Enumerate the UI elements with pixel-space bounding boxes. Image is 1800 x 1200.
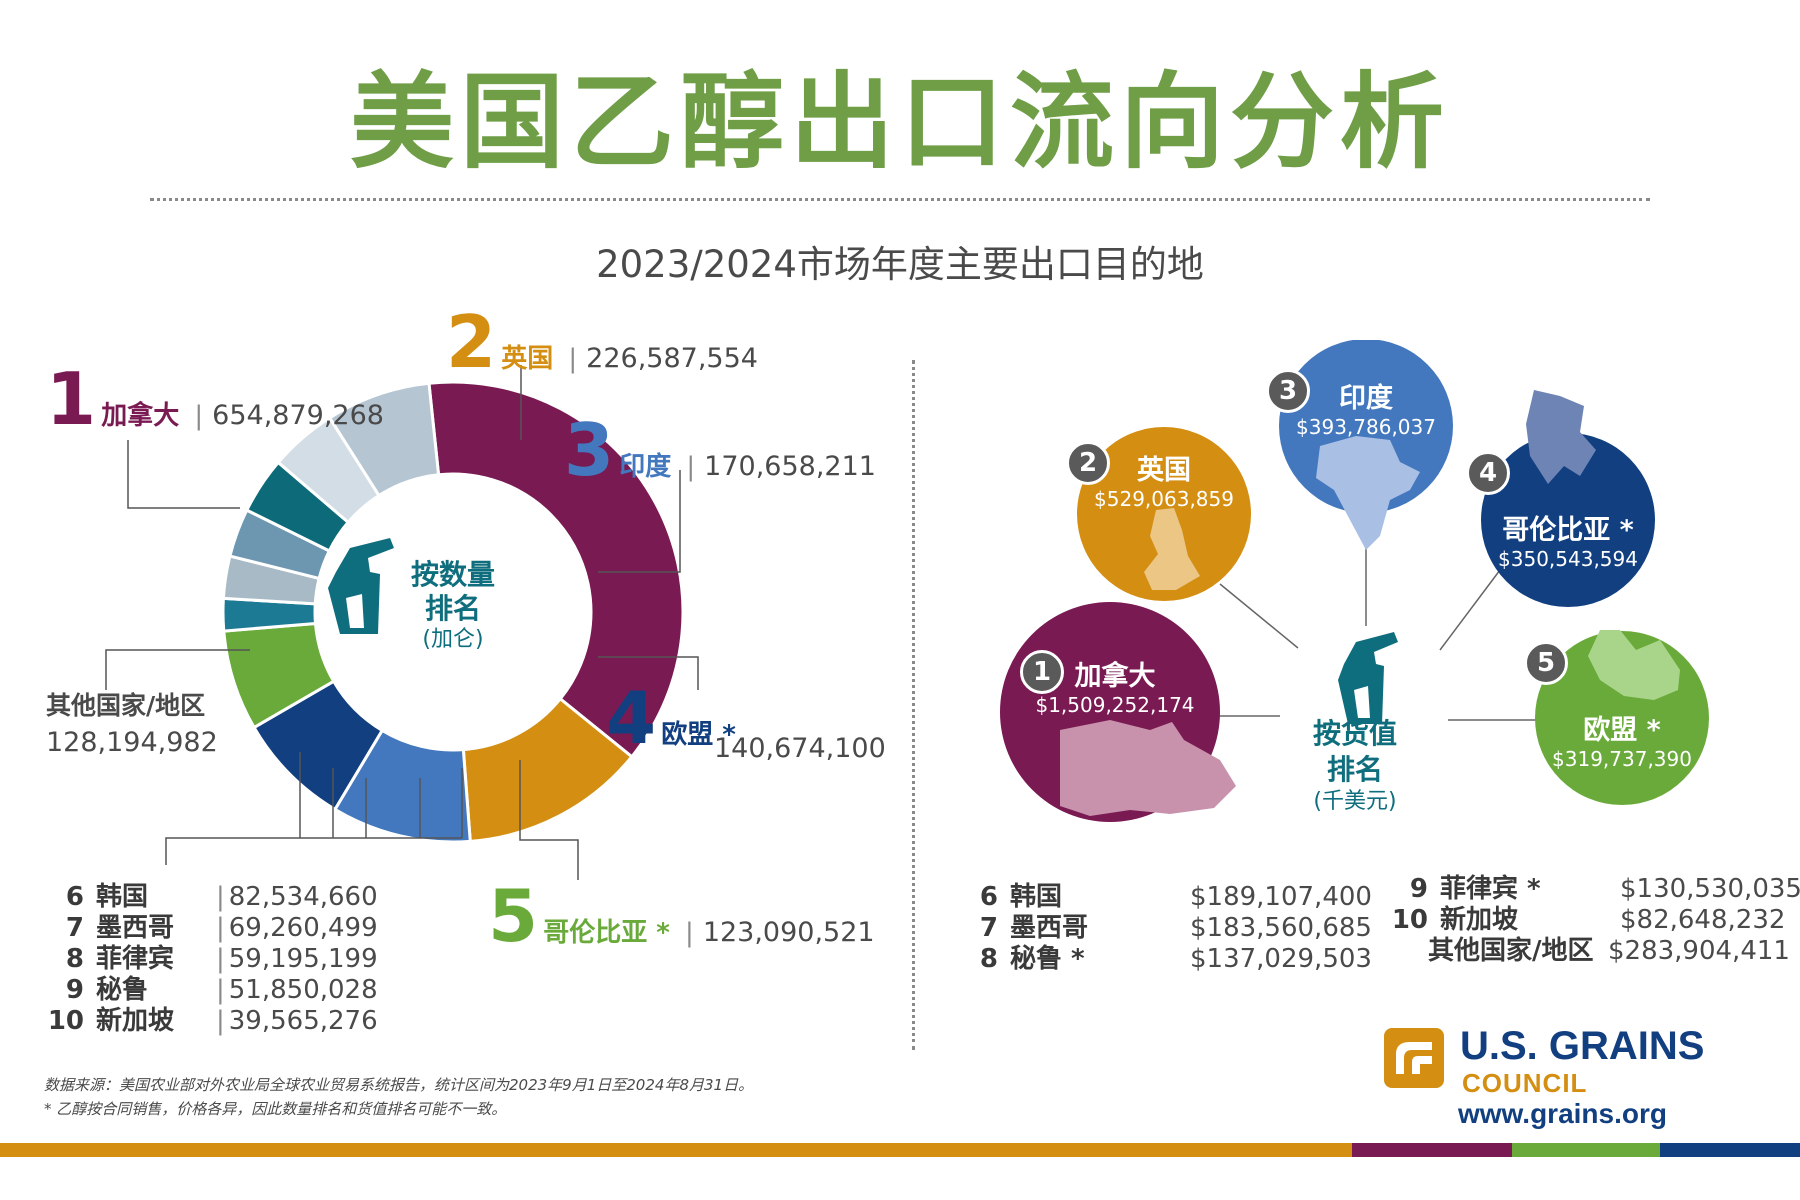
canada-map-icon <box>1060 720 1236 816</box>
page-subtitle: 2023/2024市场年度主要出口目的地 <box>596 243 1204 286</box>
donut-slice <box>427 380 685 759</box>
leader-line-others <box>105 649 250 690</box>
list-item: 10 新加坡 $82,648,232 <box>1391 905 1786 935</box>
volume-donut-chart <box>105 365 699 880</box>
leader-line-eu <box>598 656 699 690</box>
separator: | <box>194 401 204 431</box>
volume-others-value: 128,194,982 <box>46 727 218 758</box>
section-divider <box>912 360 915 1050</box>
footnote-source: 数据来源：美国农业部对外农业局全球农业贸易系统报告，统计区间为2023年9月1日… <box>44 1076 754 1094</box>
website-link[interactable]: www.grains.org <box>1458 1098 1667 1129</box>
fuel-nozzle-icon <box>1338 632 1398 724</box>
footnote-asterisk: * 乙醇按合同销售，价格各异，因此数量排名和货值排名可能不一致。 <box>44 1100 507 1118</box>
bubble-label-eu: 欧盟 * $319,737,390 <box>1552 715 1692 771</box>
bubble-colombia <box>1481 433 1655 607</box>
title-divider <box>150 198 1650 201</box>
fuel-nozzle-icon <box>328 538 394 634</box>
rank-badge-canada: 1 <box>1020 650 1064 694</box>
volume-rest-list: 6 韩国 | 82,534,660 7 墨西哥 | 69,260,499 8 菲律宾 | 59,1… <box>46 882 378 1037</box>
logo-line1: U.S. GRAINS <box>1460 1024 1705 1068</box>
volume-value-eu: 140,674,100 <box>714 733 886 764</box>
value-rest-list-left: 6 韩国 $189,107,400 7 墨西哥 $183,560,685 8 秘鲁 * $1… <box>960 882 1372 975</box>
rank-badge-eu: 5 <box>1524 641 1568 685</box>
eu-map-icon <box>1588 630 1680 700</box>
country-name: 欧盟 * <box>661 720 736 750</box>
list-item: 8 秘鲁 * $137,029,503 <box>979 944 1372 974</box>
separator: | <box>684 918 694 948</box>
list-item: 9 秘鲁 | 51,850,028 <box>65 975 378 1005</box>
colombia-map-icon <box>1526 390 1596 484</box>
list-item: 9 菲律宾 * $130,530,035 <box>1409 874 1800 904</box>
list-item: 6 韩国 $189,107,400 <box>979 882 1372 912</box>
rank-badge-india: 3 <box>1266 369 1310 413</box>
list-item: 7 墨西哥 $183,560,685 <box>979 913 1372 943</box>
country-name: 英国 <box>501 344 554 374</box>
volume-label-canada: 1 加拿大 | 654,879,268 <box>46 363 384 435</box>
leader-lines-rest <box>165 752 463 865</box>
list-item: 10 新加坡 | 39,565,276 <box>47 1006 378 1036</box>
leader-line-colombia <box>519 760 579 880</box>
volume-label-eu: 4 欧盟 * <box>606 682 736 754</box>
rank-badge-colombia: 4 <box>1466 451 1510 495</box>
country-name: 哥伦比亚 * <box>543 918 670 948</box>
list-item: 8 菲律宾 | 59,195,199 <box>65 944 378 974</box>
volume-label-india: 3 印度 | 170,658,211 <box>564 414 876 486</box>
volume-label-uk: 2 英国 | 226,587,554 <box>446 306 758 378</box>
separator: | <box>686 452 696 482</box>
india-map-icon <box>1316 436 1420 550</box>
grains-council-logo-icon <box>1384 1028 1444 1088</box>
bubble-connector-lines <box>1200 540 1540 721</box>
donut-slices <box>221 380 685 844</box>
list-item: 6 韩国 | 82,534,660 <box>65 882 378 912</box>
bottom-color-bar <box>0 1143 1800 1157</box>
value-rest-list-right: 9 菲律宾 * $130,530,035 10 新加坡 $82,648,232 其他国家… <box>1390 874 1800 967</box>
value-center-unit: (千美元) <box>1313 789 1397 814</box>
rank-number: 2 <box>446 300 497 384</box>
bubble-label-india: 印度 $393,786,037 <box>1296 383 1436 439</box>
volume-label-colombia: 5 哥伦比亚 * | 123,090,521 <box>488 880 875 952</box>
volume-others-label: 其他国家/地区 <box>46 691 206 720</box>
rank-number: 3 <box>564 408 615 492</box>
value-center-title: 按货值 排名 <box>1312 717 1397 786</box>
volume-center-title: 按数量 排名 <box>410 558 495 625</box>
bubble-label-colombia: 哥伦比亚 * $350,543,594 <box>1498 515 1638 571</box>
country-value: 654,879,268 <box>212 400 384 431</box>
country-name: 印度 <box>619 452 672 482</box>
country-value: 170,658,211 <box>704 451 876 482</box>
rank-badge-uk: 2 <box>1066 441 1110 485</box>
donut-slice <box>327 381 441 498</box>
list-item: 其他国家/地区 $283,904,411 <box>1428 936 1790 966</box>
volume-center-unit: (加仑) <box>422 627 484 652</box>
logo-line2: COUNCIL <box>1462 1068 1588 1098</box>
separator: | <box>568 344 578 374</box>
list-item: 7 墨西哥 | 69,260,499 <box>65 913 378 943</box>
bubble-label-uk: 英国 $529,063,859 <box>1094 455 1234 511</box>
country-value: 123,090,521 <box>702 917 875 948</box>
page-title: 美国乙醇出口流向分析 <box>349 61 1450 183</box>
leader-line-canada <box>127 440 240 509</box>
uk-map-icon <box>1144 508 1200 590</box>
leader-line-india <box>598 470 681 573</box>
rank-number: 1 <box>46 357 97 441</box>
bubble-label-canada: 加拿大 $1,509,252,174 <box>1035 661 1195 717</box>
rank-number: 5 <box>488 874 539 958</box>
country-value: 226,587,554 <box>586 343 758 374</box>
country-name: 加拿大 <box>101 401 180 431</box>
rank-number: 4 <box>606 676 657 760</box>
